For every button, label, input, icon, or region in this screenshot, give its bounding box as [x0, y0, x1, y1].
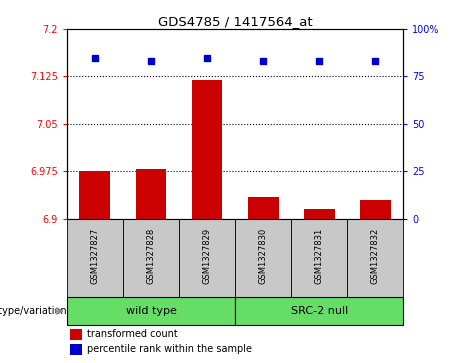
Text: GSM1327830: GSM1327830: [259, 228, 268, 284]
Bar: [360, 200, 391, 219]
Bar: [291, 219, 347, 297]
Text: genotype/variation: genotype/variation: [0, 306, 67, 316]
Bar: [70, 343, 82, 355]
Bar: [67, 219, 123, 297]
Bar: [248, 197, 278, 219]
Text: GSM1327831: GSM1327831: [315, 228, 324, 284]
Bar: [304, 209, 335, 219]
Bar: [179, 219, 235, 297]
Bar: [235, 297, 403, 325]
Text: wild type: wild type: [125, 306, 177, 316]
Point: [148, 58, 155, 64]
Point: [260, 58, 267, 64]
Text: percentile rank within the sample: percentile rank within the sample: [87, 344, 252, 354]
Bar: [235, 219, 291, 297]
Text: GSM1327828: GSM1327828: [147, 228, 155, 284]
Point: [315, 58, 323, 64]
Point: [203, 54, 211, 60]
Text: GSM1327832: GSM1327832: [371, 228, 380, 284]
Text: GSM1327829: GSM1327829: [202, 228, 212, 284]
Text: SRC-2 null: SRC-2 null: [290, 306, 348, 316]
Bar: [123, 219, 179, 297]
Bar: [67, 297, 235, 325]
Title: GDS4785 / 1417564_at: GDS4785 / 1417564_at: [158, 15, 313, 28]
Bar: [136, 170, 166, 219]
Point: [91, 54, 99, 60]
Point: [372, 58, 379, 64]
Bar: [347, 219, 403, 297]
Bar: [192, 79, 223, 219]
Text: GSM1327827: GSM1327827: [90, 228, 100, 284]
Bar: [79, 171, 110, 219]
Bar: [70, 329, 82, 340]
Text: transformed count: transformed count: [87, 329, 178, 339]
